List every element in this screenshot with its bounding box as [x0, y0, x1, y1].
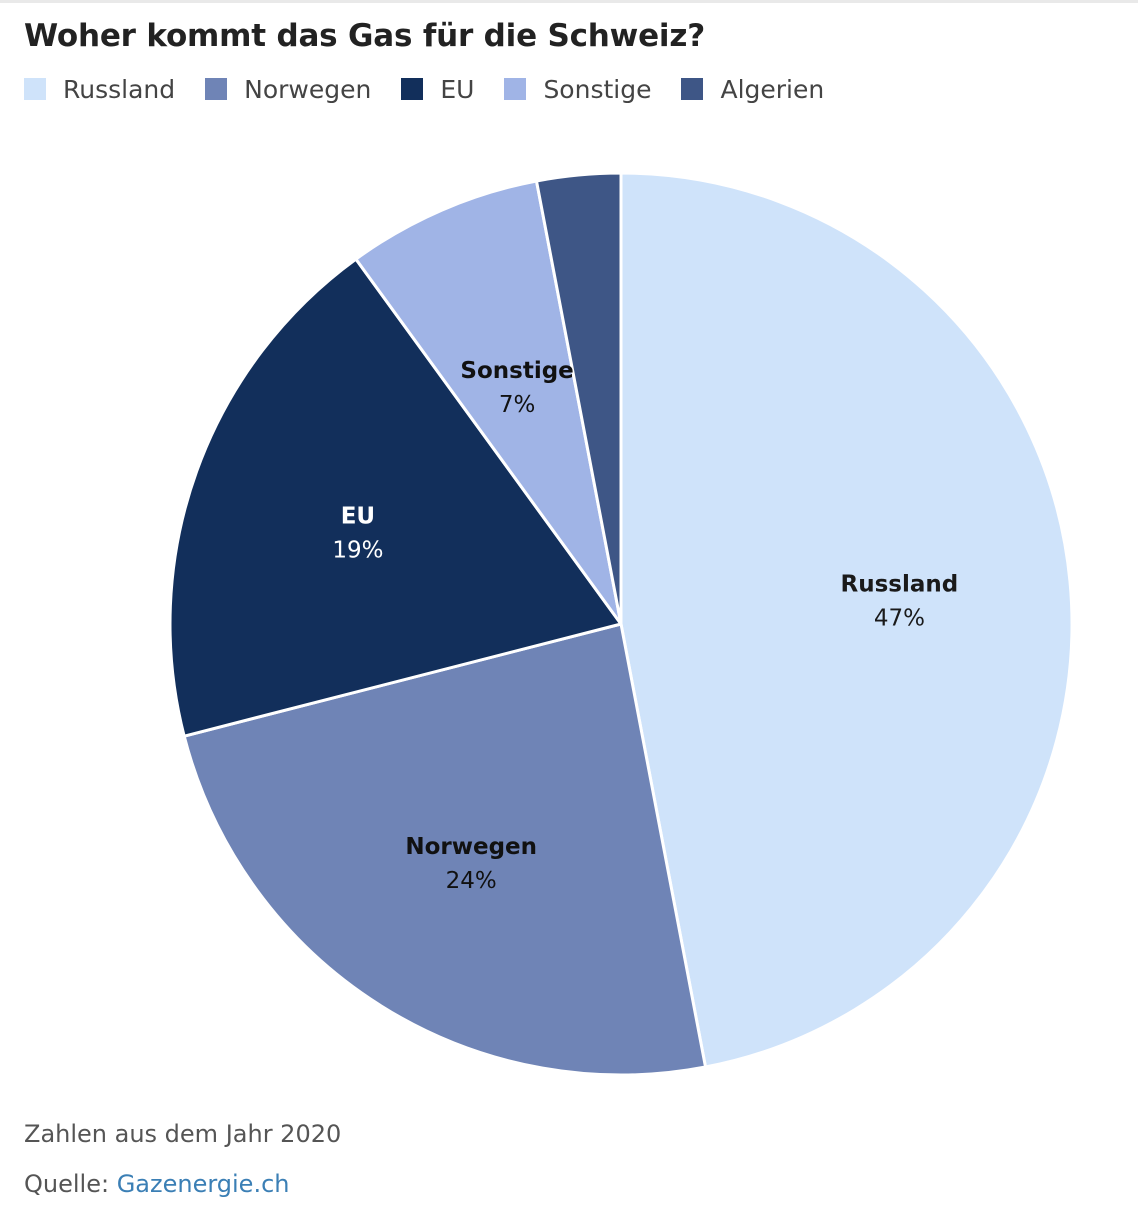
- legend-label: EU: [440, 74, 475, 104]
- chart-legend: Russland Norwegen EU Sonstige Algerien: [24, 72, 854, 106]
- pie-chart: Russland 47% Norwegen 24% EU 19% Sonstige 7%: [168, 171, 1074, 1077]
- legend-label: Sonstige: [543, 74, 652, 104]
- source-link[interactable]: Gazenergie.ch: [116, 1170, 290, 1198]
- legend-label: Russland: [63, 74, 176, 104]
- slice-label-eu: EU: [341, 503, 375, 529]
- slice-label-norwegen: Norwegen: [405, 834, 537, 860]
- pie-slice-algerien: [534, 171, 623, 626]
- chart-source: Quelle: Gazenergie.ch: [24, 1170, 289, 1198]
- slice-label-russland: Russland: [841, 572, 959, 598]
- pie-slice-eu: [168, 257, 623, 738]
- pie-slice-sonstige: [354, 179, 623, 626]
- legend-item-russland: Russland: [24, 75, 175, 104]
- legend-label: Norwegen: [244, 74, 372, 104]
- chart-title: Woher kommt das Gas für die Schweiz?: [24, 18, 705, 54]
- legend-item-eu: EU: [401, 75, 474, 104]
- legend-item-sonstige: Sonstige: [504, 75, 651, 104]
- top-border: [0, 0, 1138, 3]
- slice-value-norwegen: 24%: [446, 868, 497, 894]
- legend-item-norwegen: Norwegen: [205, 75, 371, 104]
- slice-value-eu: 19%: [332, 537, 383, 563]
- legend-swatch: [401, 78, 424, 100]
- slice-value-russland: 47%: [874, 606, 925, 632]
- legend-swatch: [24, 78, 46, 100]
- legend-swatch: [504, 78, 527, 100]
- slice-value-sonstige: 7%: [499, 392, 536, 418]
- slice-label-sonstige: Sonstige: [460, 358, 573, 384]
- legend-swatch: [681, 78, 704, 100]
- legend-label: Algerien: [720, 74, 825, 104]
- source-prefix: Quelle:: [24, 1170, 117, 1198]
- pie-slice-norwegen: [182, 622, 708, 1077]
- legend-swatch: [205, 78, 228, 100]
- pie-slice-russland: [619, 171, 1074, 1069]
- chart-note: Zahlen aus dem Jahr 2020: [24, 1120, 342, 1148]
- legend-item-algerien: Algerien: [681, 75, 824, 104]
